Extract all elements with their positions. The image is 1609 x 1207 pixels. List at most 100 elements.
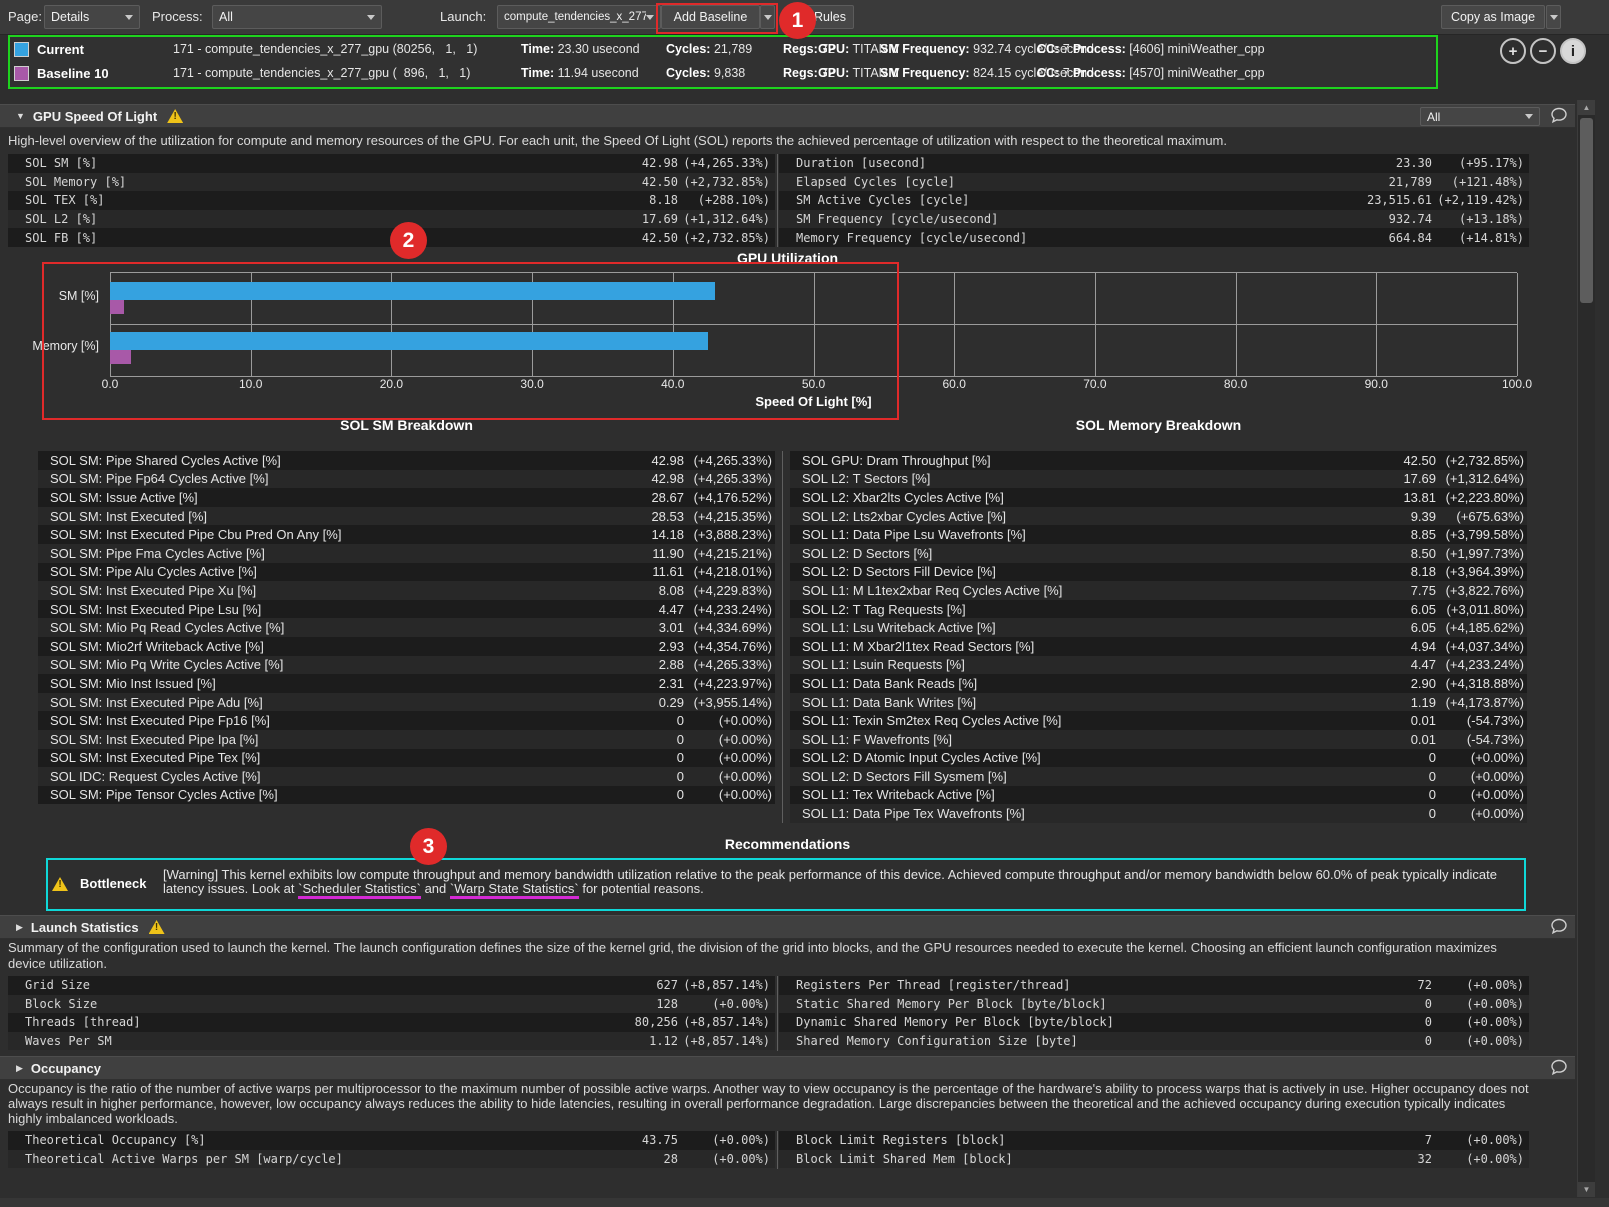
scrollbar-thumb[interactable]: [1580, 118, 1593, 303]
baseline-field: SM Frequency: 824.15 cycle/usecond: [880, 66, 1094, 80]
sol-description: High-level overview of the utilization f…: [8, 133, 1227, 148]
metric-value: 1.19: [1410, 694, 1436, 710]
chart-x-axis-label: Speed Of Light [%]: [755, 394, 872, 409]
metric-delta: (+8,857.14%): [683, 1015, 770, 1030]
baseline-row-baseline-10[interactable]: Baseline 10 171 - compute_tendencies_x_27…: [10, 62, 1434, 86]
warp-state-statistics-link[interactable]: `Warp State Statistics`: [449, 881, 579, 899]
baseline-row-current[interactable]: Current 171 - compute_tendencies_x_277_gp…: [10, 38, 1434, 62]
collapse-triangle-icon[interactable]: ▼: [16, 111, 25, 121]
baseline-field: Time: 23.30 usecond: [521, 42, 640, 56]
metric-label: SOL L1: Texin Sm2tex Req Cycles Active […: [802, 713, 1062, 729]
section-header-gpu-speed-of-light[interactable]: ▼ GPU Speed Of Light !: [0, 104, 1575, 128]
scheduler-statistics-link[interactable]: `Scheduler Statistics`: [298, 881, 421, 899]
rules-button[interactable]: Rules: [806, 5, 854, 29]
metric-label: SOL SM: Inst Executed Pipe Adu [%]: [50, 694, 263, 710]
metric-row: SOL SM: Inst Executed Pipe Tex [%] 0 (+0.0…: [38, 748, 775, 768]
zoom-in-circle-button[interactable]: +: [1500, 38, 1526, 64]
metric-label: SOL TEX [%]: [25, 193, 105, 208]
process-select[interactable]: All: [212, 5, 382, 29]
metric-row: SOL SM: Inst Executed [%] 28.53 (+4,215.35…: [38, 506, 775, 526]
metric-row: Theoretical Occupancy [%] 43.75 (+0.00%): [8, 1131, 775, 1150]
collapse-triangle-icon[interactable]: ▶: [16, 921, 23, 932]
metric-label: SOL SM: Inst Executed Pipe Tex [%]: [50, 750, 261, 766]
metric-row: Dynamic Shared Memory Per Block [byte/bl…: [779, 1013, 1529, 1032]
baseline-field-value: 9,838: [710, 66, 746, 80]
metric-delta: (+0.00%): [1466, 996, 1524, 1011]
metric-row: SOL TEX [%] 8.18 (+288.10%): [8, 191, 775, 210]
metric-delta: (+0.00%): [712, 996, 770, 1011]
metric-value: 0: [676, 787, 684, 803]
baseline-field-label: Regs:: [783, 66, 818, 80]
baseline-field: Regs: 72: [783, 42, 835, 56]
launch-description: Summary of the configuration used to lau…: [8, 940, 1497, 971]
chart-tick-label: 70.0: [1083, 377, 1107, 391]
add-baseline-button[interactable]: Add Baseline: [661, 5, 760, 29]
launch-select[interactable]: compute_tendencies_x_277_gpu: [497, 5, 661, 29]
metric-row: SOL FB [%] 42.50 (+2,732.85%): [8, 228, 775, 247]
warning-icon: !: [52, 877, 68, 891]
comment-bubble-icon[interactable]: [1550, 918, 1568, 935]
scroll-up-button[interactable]: ▲: [1578, 100, 1595, 115]
baseline-field-value: TITAN V: [849, 66, 900, 80]
copy-as-image-label: Copy as Image: [1450, 10, 1536, 24]
process-label: Process:: [152, 9, 203, 24]
bottleneck-rule-row: ! Bottleneck [Warning] This kernel exhib…: [48, 860, 1524, 909]
metric-label: Block Size: [25, 996, 98, 1011]
metric-label: SOL L1: Data Bank Reads [%]: [802, 675, 978, 691]
metric-value: 0.29: [658, 694, 684, 710]
baseline-field-value: 11.94 usecond: [554, 66, 639, 80]
metric-row: SOL SM: Mio2rf Writeback Active [%] 2.93 (…: [38, 636, 775, 656]
metric-value: 3.01: [658, 620, 684, 636]
baseline-field-value: TITAN V: [849, 42, 900, 56]
comment-bubble-icon[interactable]: [1550, 107, 1568, 124]
metric-value: 28.67: [651, 489, 684, 505]
metric-label: SOL SM: Issue Active [%]: [50, 489, 198, 505]
zoom-out-circle-button[interactable]: −: [1530, 38, 1556, 64]
metric-label: SOL IDC: Request Cycles Active [%]: [50, 768, 261, 784]
metric-label: SOL L1: Data Bank Writes [%]: [802, 694, 977, 710]
metric-row: SOL SM: Inst Executed Pipe Fp16 [%] 0 (+0.…: [38, 711, 775, 730]
metric-delta: (+3,822.76%): [1445, 582, 1524, 598]
baseline-field: Process: [4606] miniWeather_cpp: [1073, 42, 1265, 56]
baseline-field-value: 72: [817, 66, 836, 80]
metric-value: 72: [1417, 978, 1432, 993]
copy-as-image-button[interactable]: Copy as Image: [1441, 5, 1545, 29]
vertical-scrollbar[interactable]: [1577, 100, 1595, 1197]
comment-bubble-icon[interactable]: [1550, 1059, 1568, 1076]
info-circle-button[interactable]: i: [1560, 38, 1586, 64]
chart-tick-label: 60.0: [942, 377, 966, 391]
metric-label: Theoretical Active Warps per SM [warp/cy…: [25, 1151, 343, 1166]
metric-row: SOL L2 [%] 17.69 (+1,312.64%): [8, 209, 775, 229]
metric-label: SOL L2 [%]: [25, 212, 98, 227]
chevron-down-icon: [646, 14, 654, 20]
metric-delta: (+3,011.80%): [1446, 601, 1524, 617]
metric-delta: (+4,176.52%): [693, 489, 772, 505]
chart-bar-baseline-10-sm-: [110, 300, 124, 314]
process-select-value: All: [219, 10, 233, 24]
metric-label: Registers Per Thread [register/thread]: [796, 978, 1071, 993]
metric-label: Grid Size: [25, 978, 91, 993]
copy-as-image-dropdown-button[interactable]: [1546, 5, 1561, 29]
launch-select-value: compute_tendencies_x_277_gpu: [504, 11, 646, 23]
baseline-kernel: 171 - compute_tendencies_x_277_gpu (8025…: [173, 42, 478, 56]
warning-icon: !: [148, 920, 165, 934]
metric-delta: (+4,318.88%): [1445, 675, 1524, 691]
add-baseline-dropdown-button[interactable]: [760, 5, 775, 29]
sol-filter-select[interactable]: All: [1420, 107, 1540, 126]
section-header-launch-statistics[interactable]: ▶ Launch Statistics !: [0, 915, 1575, 939]
page-select[interactable]: Details: [44, 5, 140, 29]
collapse-triangle-icon[interactable]: ▶: [16, 1062, 23, 1073]
section-header-occupancy[interactable]: ▶ Occupancy: [0, 1056, 1575, 1080]
metric-row: SOL SM: Inst Executed Pipe Lsu [%] 4.47 (+…: [38, 599, 775, 619]
baseline-field-value: 23.30 usecond: [554, 42, 640, 56]
metric-delta: (+4,233.24%): [693, 601, 772, 617]
metric-delta: (+4,265.33%): [693, 452, 772, 468]
chart-bar-current-memory-: [110, 332, 708, 350]
scroll-down-button[interactable]: ▼: [1578, 1182, 1595, 1197]
metric-row: Theoretical Active Warps per SM [warp/cy…: [8, 1149, 775, 1169]
metric-row: SOL SM: Inst Executed Pipe Ipa [%] 0 (+0.0…: [38, 729, 775, 749]
metric-value: 664.84: [1388, 230, 1432, 245]
metric-delta: (+4,229.83%): [693, 582, 772, 598]
metric-row: SOL SM: Mio Pq Read Cycles Active [%] 3.0…: [38, 618, 775, 637]
metric-row: SOL L1: M L1tex2xbar Req Cycles Active […: [790, 581, 1527, 600]
